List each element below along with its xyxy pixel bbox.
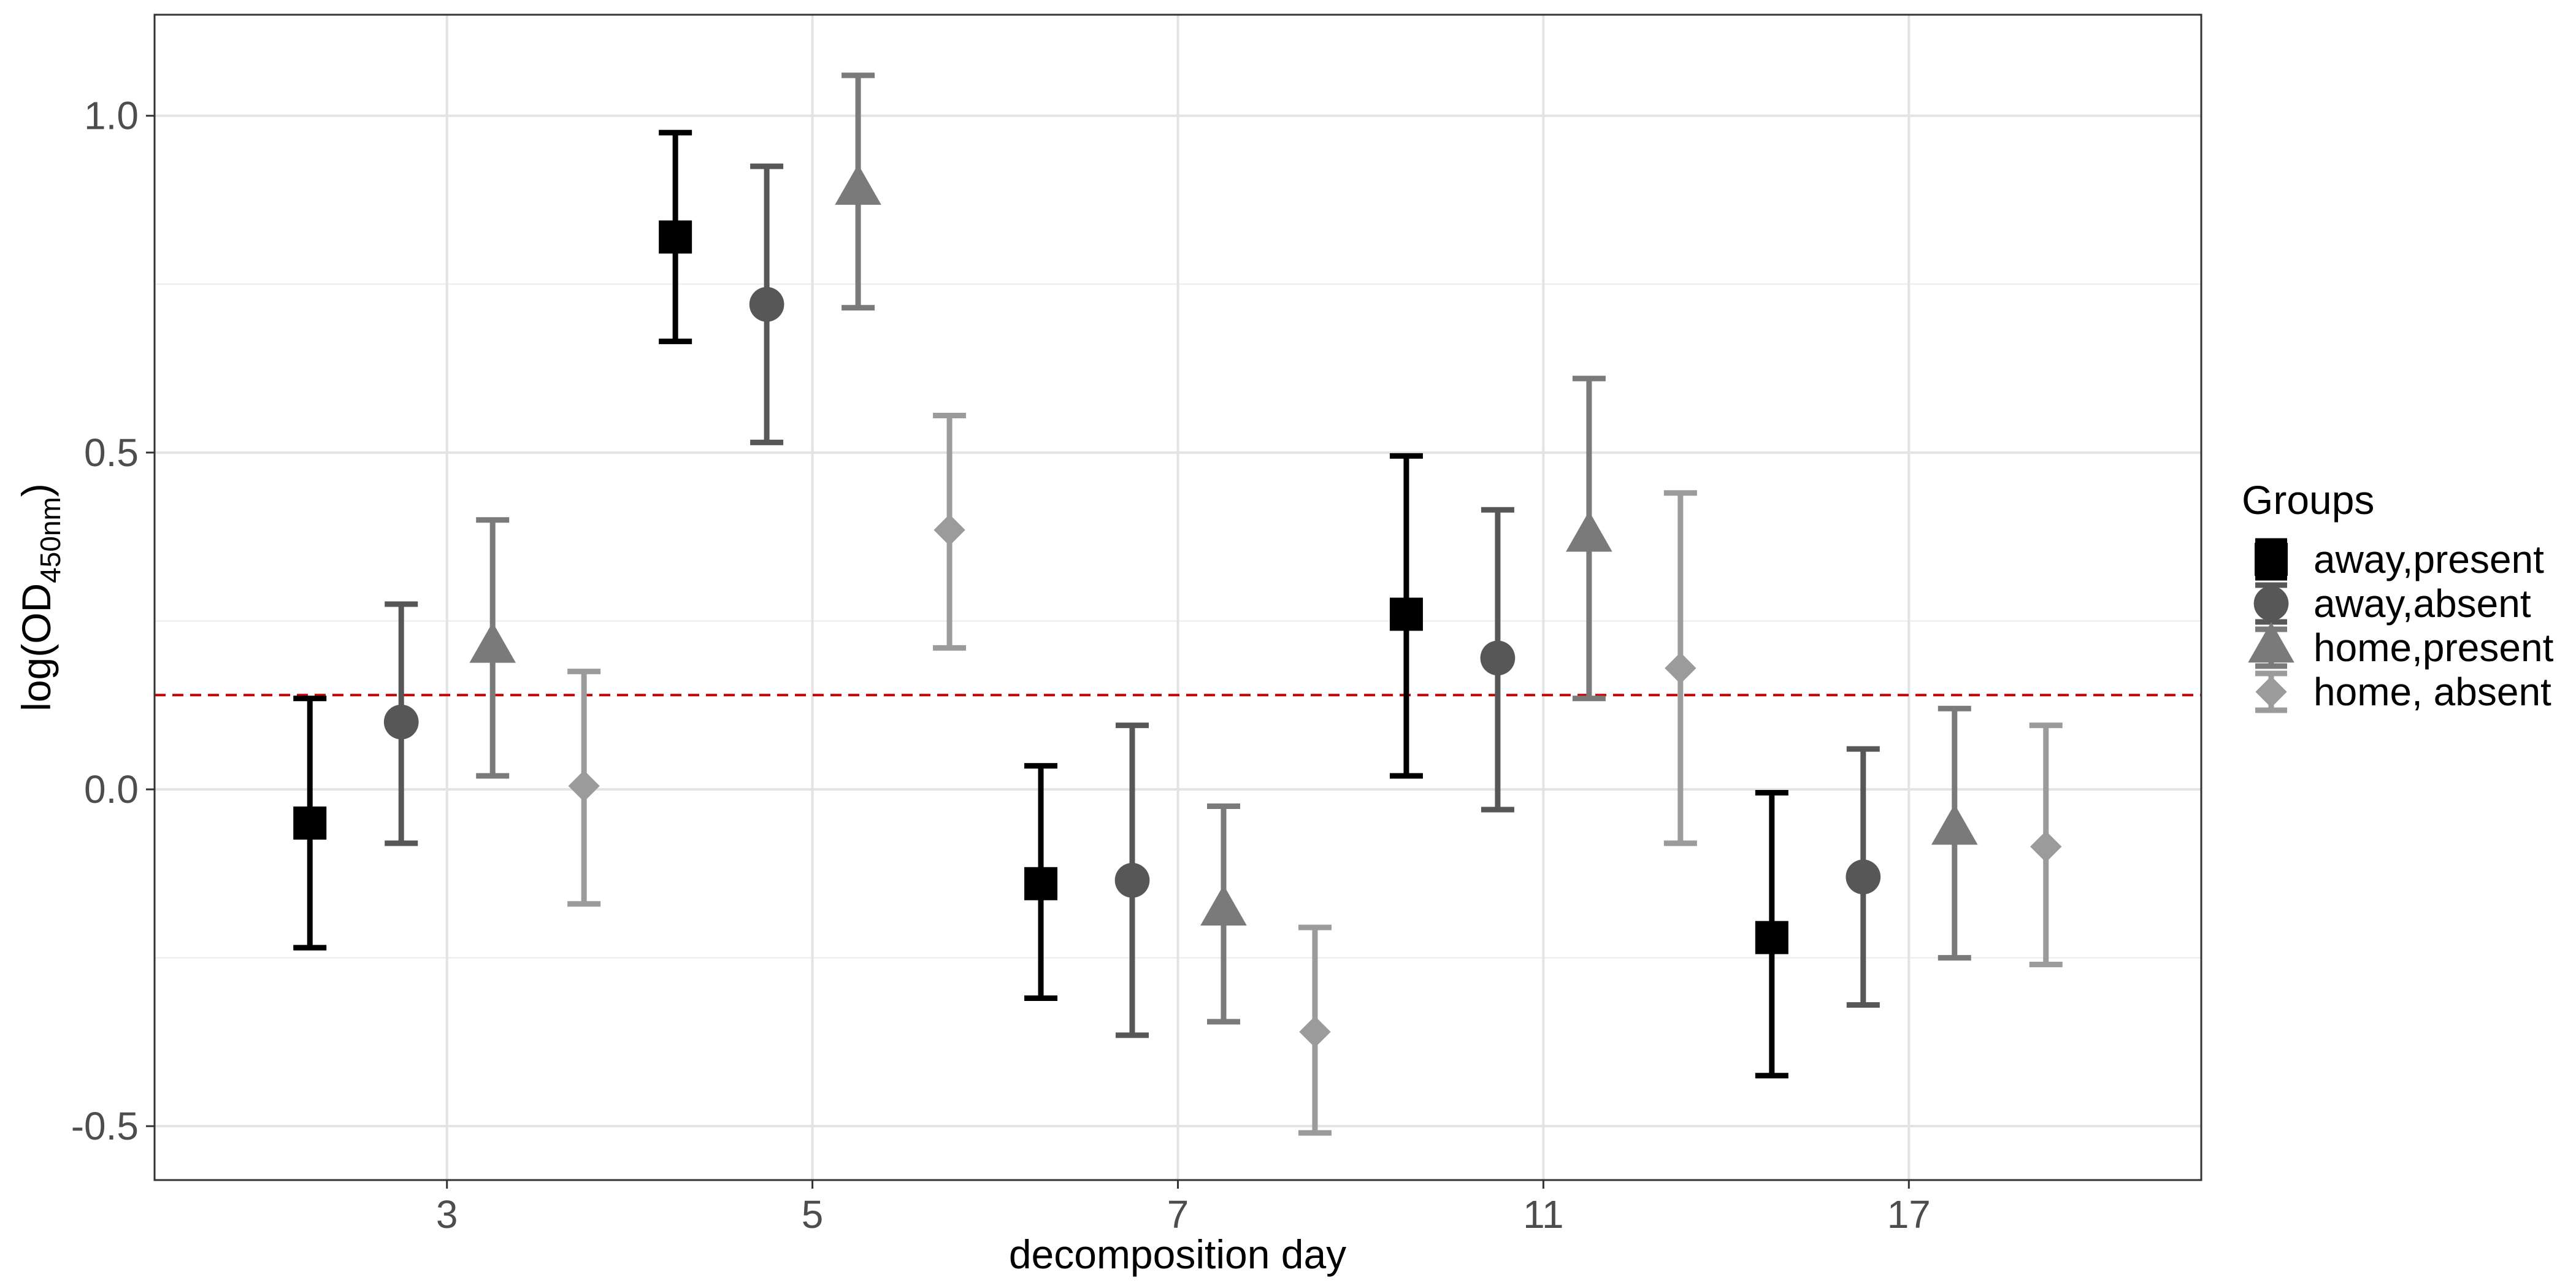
- data-point: [1389, 597, 1423, 631]
- data-point: [1665, 652, 1696, 684]
- y-tick-label: 0.0: [84, 767, 139, 811]
- x-tick-label: 3: [436, 1192, 458, 1236]
- series-away-absent: [383, 163, 1881, 1038]
- y-axis-title-close: ): [13, 483, 59, 497]
- data-point: [568, 770, 600, 802]
- data-point: [1114, 862, 1150, 898]
- data-point: [835, 164, 881, 205]
- legend-marker: [2255, 676, 2287, 708]
- series-home-present: [469, 72, 1978, 1025]
- x-axis-title: decomposition day: [1009, 1232, 1346, 1277]
- legend-item: home, absent: [2255, 670, 2551, 714]
- y-axis-title-main: log(OD: [13, 583, 59, 711]
- legend-marker: [2255, 543, 2288, 576]
- x-tick-label: 17: [1887, 1192, 1931, 1236]
- y-tick-label: -0.5: [71, 1104, 139, 1148]
- series-away-present: [293, 129, 1788, 1079]
- legend-label: home, absent: [2313, 670, 2551, 714]
- x-tick-layer: 3 5 7 11 17: [436, 1180, 1931, 1236]
- data-point: [469, 622, 516, 663]
- legend-marker: [2248, 622, 2294, 663]
- y-tick-label: 0.5: [84, 431, 139, 475]
- data-point: [383, 704, 419, 740]
- data-point: [1480, 640, 1516, 676]
- data-point: [1200, 884, 1247, 926]
- x-tick-label: 5: [802, 1192, 824, 1236]
- x-tick-label: 7: [1167, 1192, 1189, 1236]
- y-axis-title-subscript: 450nm: [34, 497, 66, 583]
- legend-label: away,absent: [2313, 581, 2531, 626]
- data-point: [933, 514, 965, 546]
- y-tick-label: 1.0: [84, 94, 139, 138]
- y-tick-layer: 1.0 0.5 0.0 -0.5: [71, 94, 155, 1148]
- y-axis-title: log(OD450nm): [13, 483, 66, 711]
- data-point: [1931, 804, 1978, 845]
- legend: Groups away,presentaway,absenthome,prese…: [2242, 477, 2554, 714]
- legend-items: away,presentaway,absenthome,presenthome,…: [2248, 537, 2554, 714]
- legend-marker: [2253, 586, 2289, 621]
- legend-item: home,present: [2248, 622, 2554, 670]
- x-tick-label: 11: [1523, 1192, 1563, 1236]
- legend-item: away,present: [2255, 537, 2544, 581]
- data-point: [1755, 921, 1788, 954]
- data-point: [2030, 830, 2062, 863]
- data-point: [1846, 859, 1881, 895]
- data-point: [1299, 1016, 1331, 1048]
- series-home-absent: [567, 412, 2063, 1136]
- data-point: [1024, 867, 1058, 900]
- data-point: [1566, 511, 1612, 552]
- series-layer: [293, 72, 2063, 1136]
- legend-label: away,present: [2313, 537, 2544, 581]
- data-point: [749, 286, 784, 322]
- legend-item: away,absent: [2253, 581, 2531, 626]
- legend-title: Groups: [2242, 477, 2374, 523]
- data-point: [659, 220, 692, 254]
- legend-label: home,present: [2313, 626, 2554, 670]
- data-point: [293, 806, 327, 840]
- grid-layer: [155, 15, 2201, 1180]
